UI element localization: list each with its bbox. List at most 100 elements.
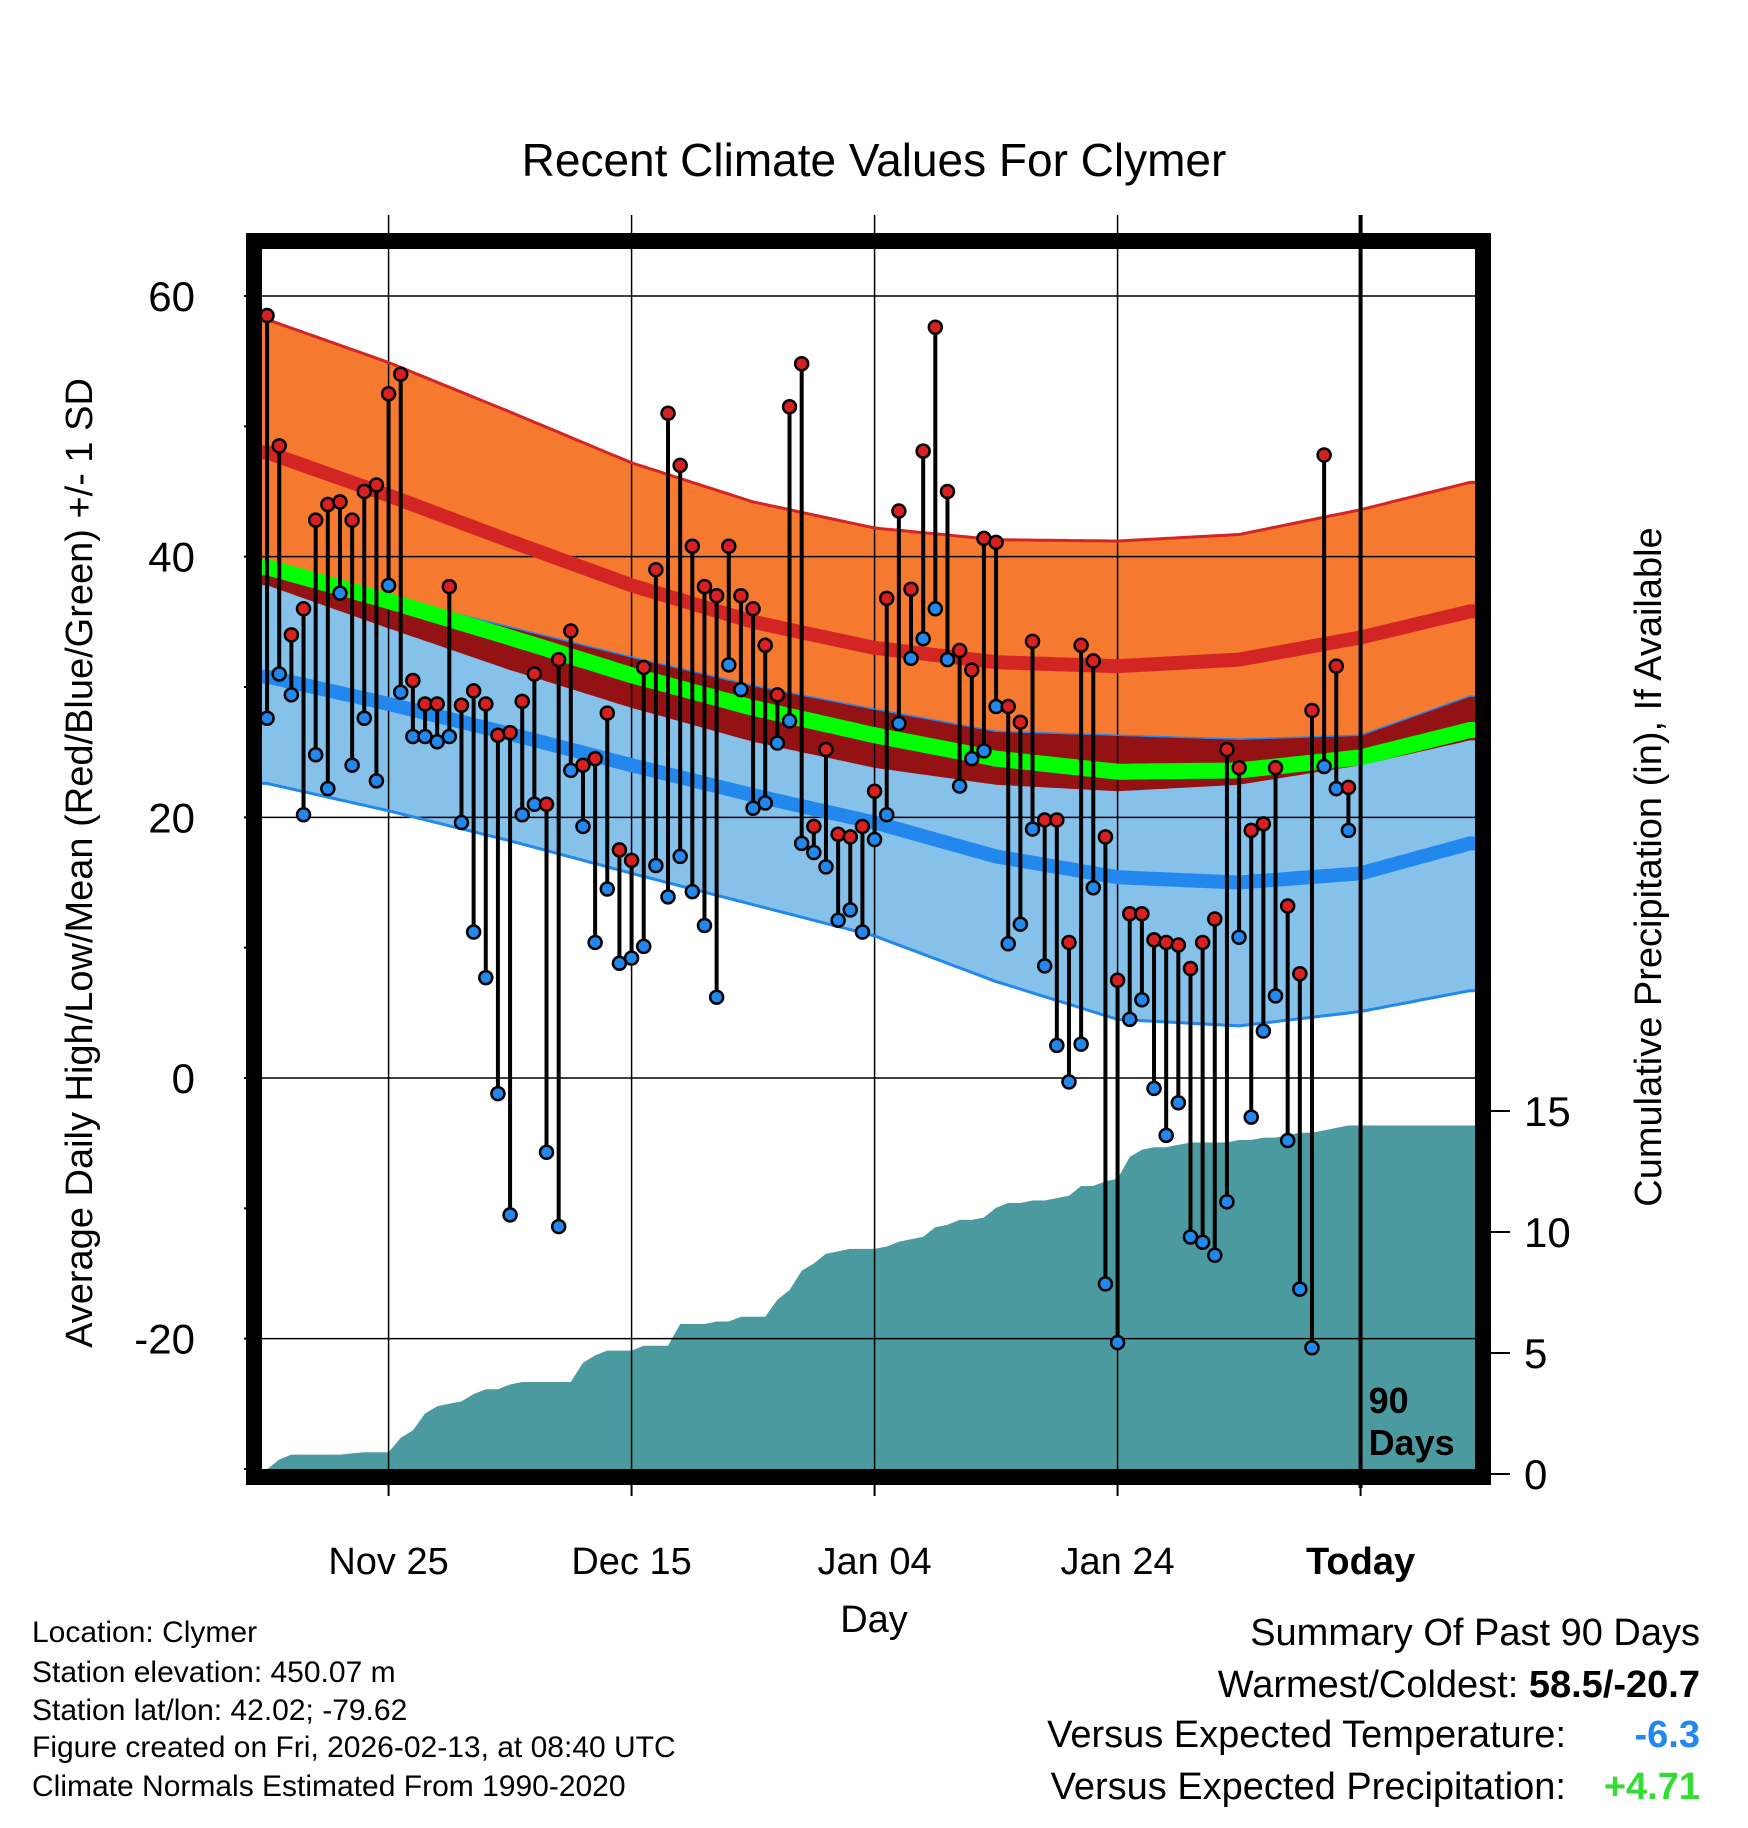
low-temp-point [465,924,482,940]
summary-temp-value: -6.3 [1634,1714,1700,1756]
high-temp-point [793,356,810,372]
info-location: Location: Clymer [32,1616,258,1649]
high-temp-point [915,443,931,459]
high-temp-point [1012,714,1029,730]
high-temp-point [465,683,482,699]
low-temp-point [1316,758,1332,775]
low-temp-point [891,715,907,732]
low-temp-point [708,989,725,1005]
high-temp-point [1267,760,1284,776]
low-temp-point [1304,1340,1320,1356]
high-temp-point [1146,932,1162,948]
high-temp-point [259,307,275,324]
high-temp-point [392,366,409,382]
low-temp-point [1109,1334,1126,1351]
chart-daily-dots [259,307,1357,1356]
low-temp-point [1267,988,1284,1004]
high-temp-point [745,601,761,617]
low-temp-point [490,1085,506,1102]
low-temp-point [830,912,846,929]
summary-warm-coldest: Warmest/Coldest: 58.5/-20.7 [1218,1664,1700,1707]
high-temp-point [1170,937,1187,953]
high-temp-point [1219,741,1235,758]
high-temp-point [939,483,956,500]
high-temp-point [490,727,506,743]
low-temp-point [1134,992,1150,1008]
high-temp-point [733,588,749,604]
plot-frame [246,233,1491,1485]
low-temp-point [757,795,773,811]
high-temp-point [1255,816,1272,832]
low-temp-point [307,747,324,763]
low-mean-line [261,669,1476,890]
y-tick-label: -20 [134,1316,195,1363]
summary-warm-label: Warmest/Coldest: [1217,1664,1529,1706]
high-temp-point [1000,698,1016,715]
high-temp-point [368,477,385,493]
high-temp-point [927,319,944,336]
low-temp-point [478,969,494,986]
high-temp-point [1207,911,1223,927]
y-axis-label: Average Daily High/Low/Mean (Red/Blue/Gr… [59,378,101,1348]
high-temp-point [769,687,786,703]
x-tick-label: Jan 24 [1061,1541,1175,1583]
low-temp-point [550,1218,567,1235]
chart-daily-stems [265,315,1351,1348]
low-temp-point [1158,1127,1174,1144]
low-temp-point [1049,1037,1065,1054]
high-temp-point [964,662,980,678]
high-temp-point [380,386,397,402]
low-temp-point [818,859,834,875]
low-temp-point [939,651,956,668]
low-temp-point [1170,1095,1187,1111]
high-temp-point [903,581,919,597]
high-upper-sd-line [261,318,1476,543]
high-temp-point [721,538,737,554]
high-temp-point [599,705,616,721]
low-temp-point [380,577,397,594]
high-temp-point [891,503,907,519]
low-temp-point [1061,1074,1077,1090]
high-temp-point [1340,779,1357,796]
low-temp-point [575,818,591,835]
low-temp-point [842,902,859,918]
low-temp-point [1036,958,1053,974]
high-temp-point [453,697,470,713]
low-temp-point [1279,1132,1296,1149]
low-temp-point [648,857,664,874]
summary-heading: Summary Of Past 90 Days [1250,1612,1700,1654]
high-temp-point [757,637,773,654]
high-temp-point [781,399,798,415]
high-temp-point [526,666,543,682]
y2-tick-label: 15 [1524,1088,1571,1135]
low-temp-point [320,780,336,797]
low-temp-point [806,844,822,861]
low-temp-point [927,601,944,617]
low-temp-point [781,713,798,729]
high-temp-point [806,818,822,835]
low-temp-point [660,889,676,905]
high-temp-point [1097,829,1114,845]
low-temp-point [1085,879,1102,896]
high-temp-point [1182,960,1199,977]
summary-warm-value: 58.5/-20.7 [1528,1664,1700,1706]
summary-precip-label: Versus Expected Precipitation: [1050,1766,1566,1808]
low-temp-point [696,917,713,934]
high-temp-point [696,578,713,595]
low-temp-point [392,684,409,700]
high-temp-point [1316,447,1332,463]
high-temp-point [830,826,846,843]
high-temp-point [684,538,701,554]
high-temp-point [842,829,859,845]
low-temp-point [1255,1023,1272,1039]
low-temp-point [1194,1234,1211,1250]
chart-title: Recent Climate Values For Clymer [521,134,1227,186]
days-label-text: Days [1369,1422,1455,1463]
low-temp-point [964,750,980,767]
low-temp-point [1073,1036,1089,1052]
low-temp-point [878,806,895,823]
y-tick-label: 0 [172,1055,195,1102]
low-temp-point [976,743,992,759]
high-temp-point [1279,898,1296,914]
info-latlon: Station lat/lon: 42.02; -79.62 [32,1694,408,1727]
